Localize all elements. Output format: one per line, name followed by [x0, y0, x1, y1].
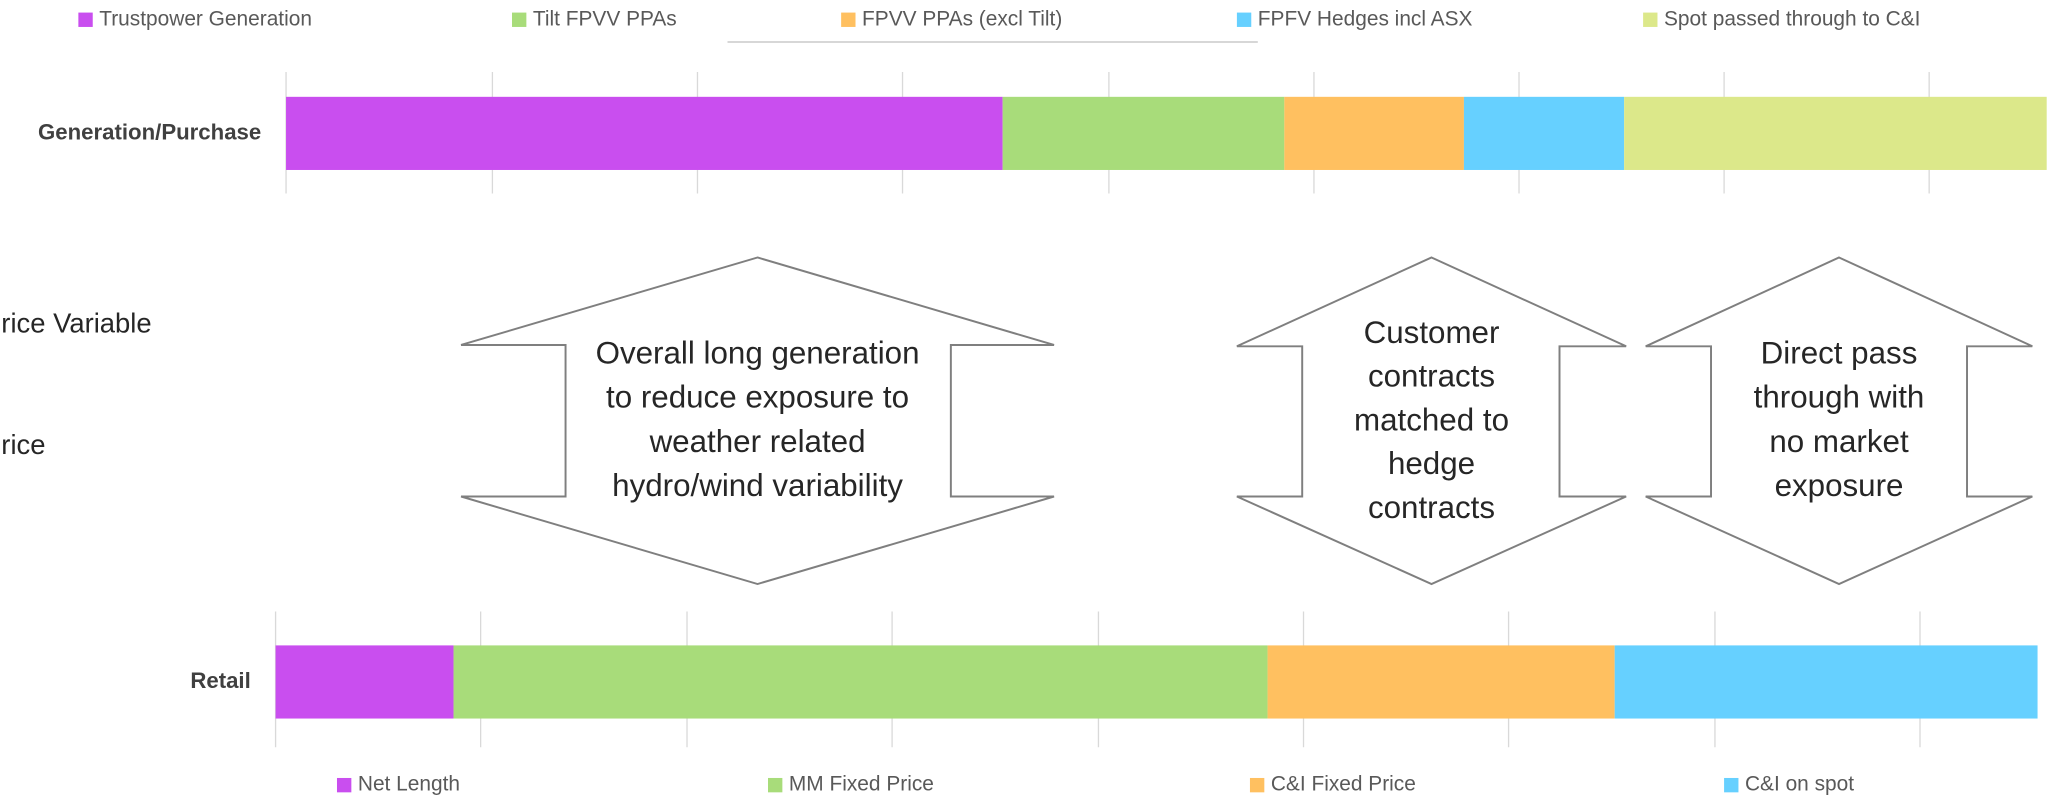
bar-segment	[1267, 645, 1615, 719]
bar-segment	[453, 645, 1268, 719]
annotation-line: to reduce exposure to	[606, 380, 909, 415]
double-arrow	[460, 256, 1055, 586]
side-label: Price Variable	[0, 308, 152, 339]
bar-segment	[1614, 645, 2038, 719]
annotation-line: hydro/wind variability	[612, 468, 903, 503]
legend-swatch	[512, 12, 527, 27]
annotation-line: hedge	[1388, 446, 1475, 481]
legend-label: Spot passed through to C&I	[1664, 7, 1920, 30]
annotation-line: through with	[1754, 380, 1925, 415]
legend-label: FPFV Hedges incl ASX	[1258, 7, 1473, 30]
annotation-line: no market	[1769, 424, 1909, 459]
legend-swatch	[1236, 12, 1252, 27]
legend-label: Trustpower Generation	[99, 7, 312, 30]
annotation-line: matched to	[1354, 402, 1509, 437]
annotation-line: contracts	[1368, 490, 1495, 525]
annotation-line: exposure	[1775, 468, 1904, 503]
category-label: Retail	[190, 668, 250, 693]
legend-label: FPVV PPAs (excl Tilt)	[862, 7, 1062, 30]
legend-swatch	[841, 12, 856, 27]
legend-swatch	[336, 777, 352, 793]
legend-swatch	[1249, 777, 1265, 793]
side-label: Price	[0, 429, 45, 460]
bar-segment	[275, 645, 454, 719]
bar-segment	[1002, 96, 1285, 170]
legend-swatch	[1643, 12, 1658, 27]
legend-label: Net Length	[358, 773, 460, 796]
annotation-line: Customer	[1364, 315, 1500, 350]
legend-swatch	[768, 777, 783, 793]
legend-swatch	[1724, 777, 1739, 793]
annotation-line: Direct pass	[1761, 336, 1918, 371]
bar-segment	[1624, 96, 2047, 170]
legend-swatch	[78, 12, 93, 27]
legend-label: Tilt FPVV PPAs	[533, 7, 677, 30]
annotation-line: contracts	[1368, 359, 1495, 394]
legend-label: C&I Fixed Price	[1271, 773, 1416, 796]
double-arrow	[1645, 256, 2033, 586]
category-label: Generation/Purchase	[38, 119, 261, 144]
annotation-line: weather related	[649, 424, 866, 459]
bar-segment	[286, 96, 1003, 170]
double-arrow	[1236, 256, 1627, 586]
bar-segment	[1463, 96, 1625, 170]
legend-label: C&I on spot	[1745, 773, 1854, 796]
legend-label: MM Fixed Price	[789, 773, 934, 796]
bar-segment	[1284, 96, 1464, 170]
annotation-line: Overall long generation	[596, 336, 920, 371]
